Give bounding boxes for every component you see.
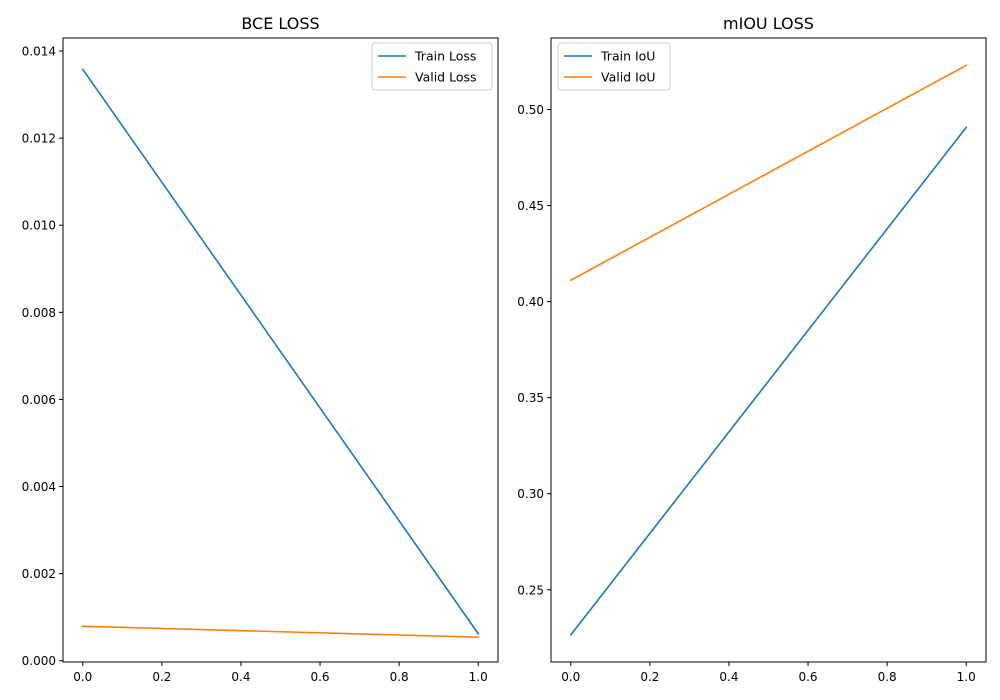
chart-1-axes-frame bbox=[62, 37, 499, 663]
chart-2-x-tick-label-2: 0.2 bbox=[640, 670, 659, 684]
chart-2-y-tick-label-1: 0.25 bbox=[517, 583, 544, 597]
chart-1-title: BCE LOSS bbox=[241, 14, 319, 33]
chart-1-legend-label-1: Train Loss bbox=[414, 49, 476, 64]
chart-2-series-line-2 bbox=[569, 64, 968, 282]
chart-2-title: mIOU LOSS bbox=[723, 14, 814, 33]
chart-2-y-tick-label-4: 0.40 bbox=[517, 295, 544, 309]
chart-2-x-tick-label-5: 0.8 bbox=[878, 670, 897, 684]
chart-2-legend-box bbox=[557, 42, 671, 91]
chart-1-legend-label-2: Valid Loss bbox=[415, 70, 477, 85]
chart-1-y-tick-label-5: 0.008 bbox=[22, 306, 56, 320]
chart-1-series-line-1 bbox=[81, 68, 480, 635]
chart-1-y-tick-label-2: 0.002 bbox=[22, 567, 56, 581]
chart-1-x-tick-label-4: 0.6 bbox=[310, 670, 329, 684]
chart-2-x-tick-label-4: 0.6 bbox=[798, 670, 817, 684]
chart-1-y-tick-label-4: 0.006 bbox=[22, 393, 56, 407]
chart-1-series-line-2 bbox=[81, 625, 480, 639]
chart-2-x-tick-label-3: 0.4 bbox=[719, 670, 738, 684]
chart-1-x-tick-label-3: 0.4 bbox=[231, 670, 250, 684]
chart-2-legend-label-1: Train IoU bbox=[600, 49, 655, 64]
chart-1: BCE LOSS 0.0 0.2 0.4 0.6 0.8 1.0 0.000 0.002 0.00… bbox=[22, 14, 499, 684]
chart-1-y-tick-label-1: 0.000 bbox=[22, 654, 56, 668]
chart-1-x-tick-label-5: 0.8 bbox=[390, 670, 409, 684]
chart-2-legend: Train IoU Valid IoU bbox=[557, 42, 671, 91]
chart-1-x-tick-label-2: 0.2 bbox=[152, 670, 171, 684]
chart-2-y-tick-label-2: 0.30 bbox=[517, 487, 544, 501]
chart-1-x-tick-label-1: 0.0 bbox=[73, 670, 92, 684]
chart-1-y-tick-label-6: 0.010 bbox=[22, 219, 56, 233]
chart-2: mIOU LOSS 0.0 0.2 0.4 0.6 0.8 1.0 0.25 0.30 0.35 0… bbox=[517, 14, 987, 684]
chart-1-x-tick-label-6: 1.0 bbox=[469, 670, 488, 684]
chart-2-x-tick-label-1: 0.0 bbox=[561, 670, 580, 684]
chart-1-legend-box bbox=[371, 42, 493, 91]
chart-2-axes-frame bbox=[550, 37, 987, 663]
chart-2-y-tick-label-5: 0.45 bbox=[517, 199, 544, 213]
chart-1-legend: Train Loss Valid Loss bbox=[371, 42, 493, 91]
chart-2-y-tick-label-6: 0.50 bbox=[517, 103, 544, 117]
chart-1-y-tick-label-8: 0.014 bbox=[22, 45, 56, 59]
chart-2-legend-label-2: Valid IoU bbox=[601, 70, 656, 85]
chart-1-y-tick-label-3: 0.004 bbox=[22, 480, 56, 494]
chart-2-series-line-1 bbox=[569, 126, 968, 637]
chart-1-y-tick-label-7: 0.012 bbox=[22, 132, 56, 146]
chart-2-x-tick-label-6: 1.0 bbox=[957, 670, 976, 684]
chart-2-y-tick-label-3: 0.35 bbox=[517, 391, 544, 405]
